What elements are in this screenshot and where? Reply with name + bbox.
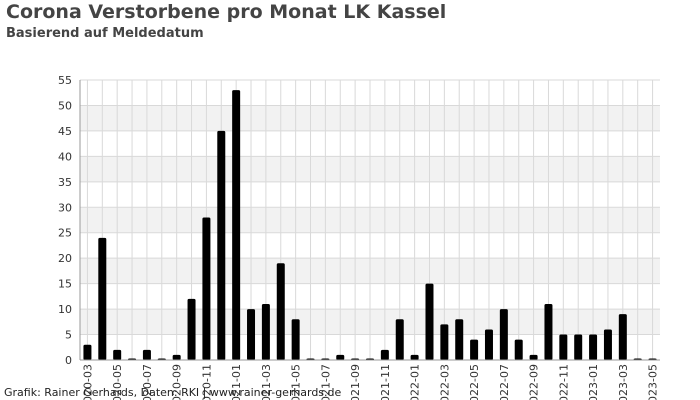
x-tick-label: 2022-03 — [438, 364, 451, 400]
x-tick-label: 2021-11 — [379, 364, 392, 400]
y-tick-label: 45 — [58, 125, 72, 138]
x-tick-label: 2023-03 — [617, 364, 630, 400]
y-tick-label: 20 — [58, 252, 72, 265]
x-tick-label: 2022-01 — [409, 364, 422, 400]
x-tick-label: 2020-07 — [141, 364, 154, 400]
gridlines — [80, 79, 660, 361]
axes — [79, 80, 660, 361]
x-tick-label: 2020-05 — [111, 364, 124, 400]
bar-2021-11 — [380, 349, 389, 360]
bar-2022-06 — [484, 329, 493, 360]
x-tick-label: 2021-01 — [230, 364, 243, 400]
x-tick-label: 2020-11 — [200, 364, 213, 400]
bar-2020-03 — [83, 344, 92, 360]
bar-2022-10 — [544, 304, 553, 360]
y-tick-label: 40 — [58, 150, 72, 163]
x-tick-label: 2022-11 — [557, 364, 570, 400]
bar-2022-08 — [514, 339, 523, 360]
y-tick-label: 55 — [58, 74, 72, 87]
bar-2022-04 — [455, 319, 464, 360]
bar-2020-10 — [187, 298, 196, 360]
bar-2022-12 — [574, 334, 583, 360]
bar-2023-01 — [589, 334, 598, 360]
x-tick-label: 2020-09 — [171, 364, 184, 400]
bar-2022-05 — [470, 339, 479, 360]
source-credit: Grafik: Rainer Gerhards, Daten: RKI | ww… — [4, 386, 342, 399]
x-tick-label: 2022-05 — [468, 364, 481, 400]
bars — [83, 90, 657, 360]
x-axis-ticks: 2020-03 2020-05 2020-07 2020-09 2020-11 2021-… — [81, 364, 659, 400]
y-tick-label: 10 — [58, 303, 72, 316]
bar-2020-12 — [217, 130, 226, 360]
x-tick-label: 2021-07 — [319, 364, 332, 400]
y-tick-label: 0 — [65, 354, 72, 367]
bar-2021-12 — [395, 319, 404, 360]
y-tick-label: 15 — [58, 278, 72, 291]
x-tick-label: 2021-03 — [260, 364, 273, 400]
x-tick-label: 2021-05 — [290, 364, 303, 400]
bar-2022-02 — [425, 283, 434, 360]
bar-2020-04 — [98, 237, 107, 360]
bar-2021-03 — [261, 304, 270, 360]
chart-subtitle: Basierend auf Meldedatum — [6, 26, 204, 41]
bar-2020-11 — [202, 217, 211, 360]
chart-title: Corona Verstorbene pro Monat LK Kassel — [6, 1, 447, 23]
bar-2020-07 — [142, 349, 151, 360]
bar-2020-05 — [113, 349, 122, 360]
bar-2023-03 — [618, 314, 627, 360]
bar-2021-04 — [276, 263, 285, 360]
bar-2021-01 — [232, 90, 241, 360]
bar-2020-09 — [172, 354, 181, 360]
x-tick-label: 2020-03 — [81, 364, 94, 400]
x-tick-label: 2023-05 — [647, 364, 660, 400]
bar-2022-09 — [529, 354, 538, 360]
bar-2021-05 — [291, 319, 300, 360]
y-tick-label: 35 — [58, 176, 72, 189]
bar-2023-02 — [603, 329, 612, 360]
x-tick-label: 2022-07 — [498, 364, 511, 400]
x-tick-label: 2021-09 — [349, 364, 362, 400]
bar-2022-01 — [410, 354, 419, 360]
y-tick-label: 30 — [58, 201, 72, 214]
bar-2022-03 — [440, 324, 449, 360]
y-axis-ticks: 0 5 10 15 20 25 30 35 40 45 50 55 — [58, 74, 72, 367]
y-tick-label: 5 — [65, 329, 72, 342]
bar-2021-02 — [247, 309, 256, 360]
x-tick-label: 2022-09 — [528, 364, 541, 400]
bar-2022-11 — [559, 334, 568, 360]
y-tick-label: 50 — [58, 99, 72, 112]
y-tick-label: 25 — [58, 227, 72, 240]
x-tick-label: 2023-01 — [587, 364, 600, 400]
bar-2021-08 — [336, 354, 345, 360]
bar-2022-07 — [499, 309, 508, 360]
